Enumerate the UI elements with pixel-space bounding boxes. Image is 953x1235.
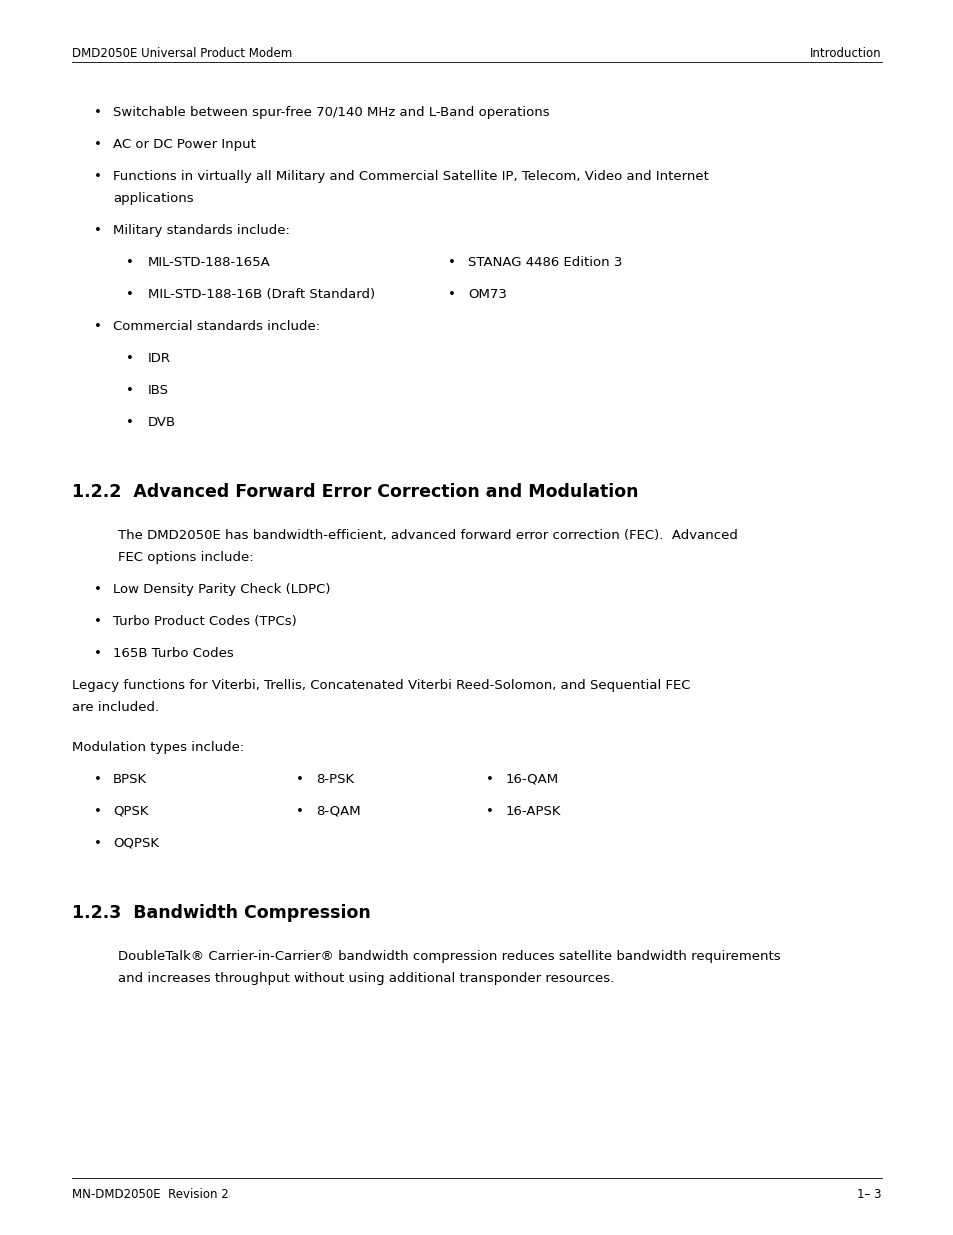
Text: 1– 3: 1– 3 bbox=[857, 1188, 882, 1200]
Text: Low Density Parity Check (LDPC): Low Density Parity Check (LDPC) bbox=[112, 583, 330, 597]
Text: Functions in virtually all Military and Commercial Satellite IP, Telecom, Video : Functions in virtually all Military and … bbox=[112, 170, 708, 183]
Text: •: • bbox=[94, 106, 102, 119]
Text: Legacy functions for Viterbi, Trellis, Concatenated Viterbi Reed-Solomon, and Se: Legacy functions for Viterbi, Trellis, C… bbox=[71, 679, 690, 692]
Text: •: • bbox=[94, 773, 102, 785]
Text: •: • bbox=[94, 805, 102, 818]
Text: •: • bbox=[485, 773, 494, 785]
Text: Military standards include:: Military standards include: bbox=[112, 224, 290, 237]
Text: MIL-STD-188-16B (Draft Standard): MIL-STD-188-16B (Draft Standard) bbox=[148, 288, 375, 301]
Text: •: • bbox=[126, 256, 133, 269]
Text: applications: applications bbox=[112, 191, 193, 205]
Text: DoubleTalk® Carrier-in-Carrier® bandwidth compression reduces satellite bandwidt: DoubleTalk® Carrier-in-Carrier® bandwidt… bbox=[118, 950, 780, 963]
Text: DVB: DVB bbox=[148, 416, 176, 429]
Text: are included.: are included. bbox=[71, 701, 159, 714]
Text: AC or DC Power Input: AC or DC Power Input bbox=[112, 138, 255, 151]
Text: 8-PSK: 8-PSK bbox=[315, 773, 354, 785]
Text: •: • bbox=[485, 805, 494, 818]
Text: •: • bbox=[126, 384, 133, 396]
Text: •: • bbox=[126, 288, 133, 301]
Text: •: • bbox=[448, 288, 456, 301]
Text: IDR: IDR bbox=[148, 352, 171, 366]
Text: MIL-STD-188-165A: MIL-STD-188-165A bbox=[148, 256, 271, 269]
Text: DMD2050E Universal Product Modem: DMD2050E Universal Product Modem bbox=[71, 47, 292, 61]
Text: •: • bbox=[94, 170, 102, 183]
Text: 16-APSK: 16-APSK bbox=[505, 805, 561, 818]
Text: OM73: OM73 bbox=[468, 288, 506, 301]
Text: 1.2.3  Bandwidth Compression: 1.2.3 Bandwidth Compression bbox=[71, 904, 371, 923]
Text: Modulation types include:: Modulation types include: bbox=[71, 741, 244, 755]
Text: 16-QAM: 16-QAM bbox=[505, 773, 558, 785]
Text: •: • bbox=[94, 837, 102, 850]
Text: 8-QAM: 8-QAM bbox=[315, 805, 360, 818]
Text: •: • bbox=[94, 647, 102, 659]
Text: •: • bbox=[94, 138, 102, 151]
Text: Introduction: Introduction bbox=[809, 47, 882, 61]
Text: BPSK: BPSK bbox=[112, 773, 147, 785]
Text: Switchable between spur-free 70/140 MHz and L-Band operations: Switchable between spur-free 70/140 MHz … bbox=[112, 106, 549, 119]
Text: The DMD2050E has bandwidth-efficient, advanced forward error correction (FEC).  : The DMD2050E has bandwidth-efficient, ad… bbox=[118, 529, 737, 542]
Text: QPSK: QPSK bbox=[112, 805, 149, 818]
Text: •: • bbox=[295, 773, 304, 785]
Text: •: • bbox=[126, 416, 133, 429]
Text: OQPSK: OQPSK bbox=[112, 837, 159, 850]
Text: 1.2.2  Advanced Forward Error Correction and Modulation: 1.2.2 Advanced Forward Error Correction … bbox=[71, 483, 638, 501]
Text: •: • bbox=[94, 583, 102, 597]
Text: FEC options include:: FEC options include: bbox=[118, 551, 253, 564]
Text: IBS: IBS bbox=[148, 384, 169, 396]
Text: •: • bbox=[126, 352, 133, 366]
Text: MN-DMD2050E  Revision 2: MN-DMD2050E Revision 2 bbox=[71, 1188, 229, 1200]
Text: •: • bbox=[448, 256, 456, 269]
Text: •: • bbox=[295, 805, 304, 818]
Text: STANAG 4486 Edition 3: STANAG 4486 Edition 3 bbox=[468, 256, 621, 269]
Text: and increases throughput without using additional transponder resources.: and increases throughput without using a… bbox=[118, 972, 614, 986]
Text: •: • bbox=[94, 320, 102, 333]
Text: Commercial standards include:: Commercial standards include: bbox=[112, 320, 320, 333]
Text: •: • bbox=[94, 615, 102, 629]
Text: 165B Turbo Codes: 165B Turbo Codes bbox=[112, 647, 233, 659]
Text: •: • bbox=[94, 224, 102, 237]
Text: Turbo Product Codes (TPCs): Turbo Product Codes (TPCs) bbox=[112, 615, 296, 629]
